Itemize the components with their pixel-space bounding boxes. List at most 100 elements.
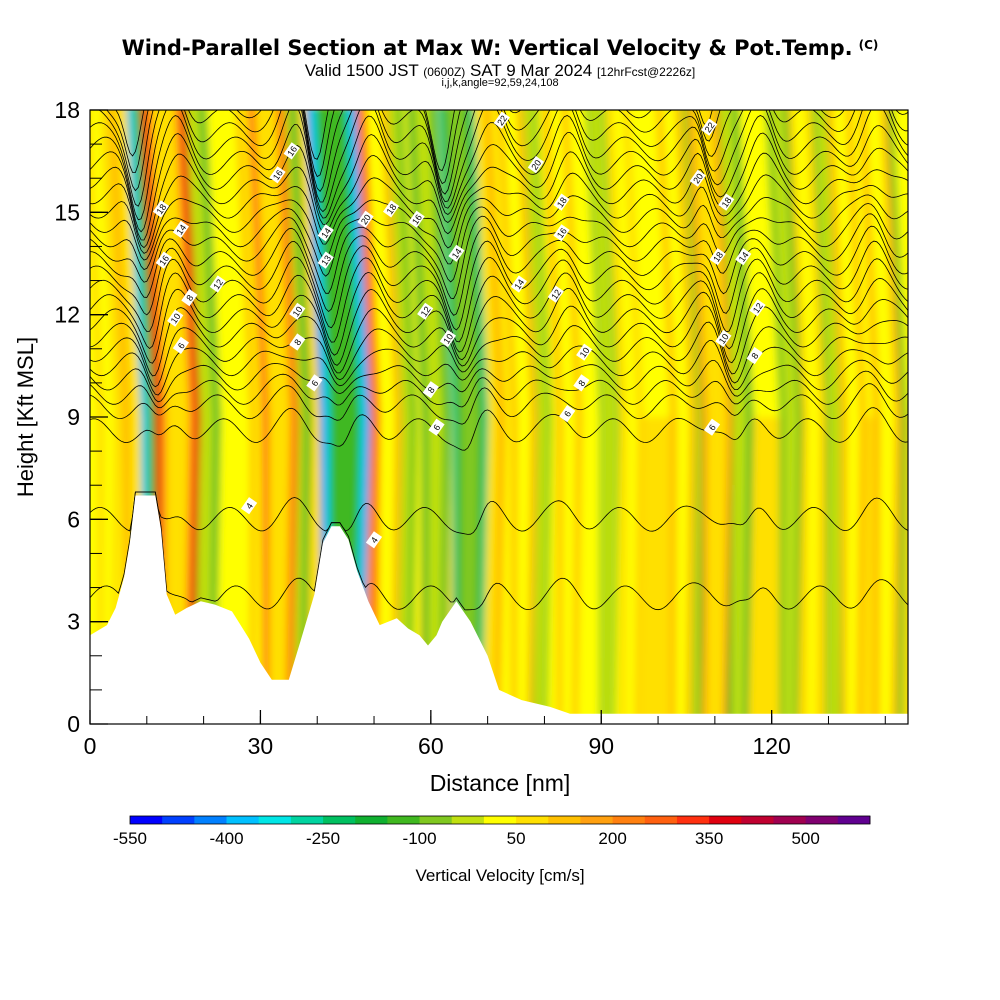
contour-label-bg [715,329,732,348]
contour-label-bg [718,193,735,211]
colorbar-tick-label: -100 [403,829,437,848]
contour-label-text: 20 [691,172,705,186]
contour-label-text: 6 [431,423,442,433]
contour-label-bg [746,346,763,365]
contour-label-text: 10 [717,332,731,346]
chart-params: i,j,k,angle=92,59,24,108 [441,77,559,89]
contour-label: 8 [181,288,198,307]
contour-label: 16 [269,166,286,184]
contour-label-bg [448,244,465,262]
contour-label-text: 10 [441,332,455,346]
theta-contour-line [90,359,908,403]
contour-label: 10 [576,343,593,361]
contour-label-text: 8 [184,293,195,303]
theta-contour-line [90,383,908,425]
theta-contour-line [90,131,908,241]
colorbar-swatch [741,816,774,824]
contour-label: 12 [209,275,226,293]
contour-label-bg [167,309,184,327]
contour-label-bg [527,155,545,174]
contour-label: 16 [553,224,570,242]
contour-label-text: 18 [385,202,399,216]
contour-label-bg [289,333,306,351]
x-tick-label: 60 [418,733,444,759]
contour-label-text: 4 [369,535,380,545]
colorbar-swatch [580,816,614,824]
colorbar-tick-label: -400 [210,829,244,848]
contour-label-text: 13 [319,253,333,267]
contour-label-text: 12 [211,277,225,291]
theta-contour-line [90,305,908,377]
updraft-band [833,110,860,724]
contour-label-bg [283,142,300,160]
contour-label-text: 20 [529,158,543,172]
axes: 0 30 60 90 120 0 3 6 9 12 15 18 [54,97,886,759]
contour-label-bg [317,224,334,242]
contour-label-text: 16 [271,168,285,182]
contour-label-bg [439,329,457,348]
theta-contour-line [90,151,908,249]
downdraft-band [447,110,479,724]
x-tick-label: 30 [248,733,274,759]
contour-label-text: 10 [169,311,183,325]
contour-label-bg [289,302,306,320]
contour-label-bg [553,193,570,211]
contour-label: 18 [709,248,726,266]
colorbar-tick-label: 50 [507,829,526,848]
contour-label-bg [172,336,190,355]
theta-contour-line [90,225,908,316]
updraft-band [503,110,531,724]
downdraft-band [771,110,797,724]
theta-contour-line [90,370,908,409]
contour-label: 10 [715,329,732,348]
theta-contour-line [90,340,908,396]
contour-label: 22 [493,111,510,129]
contour-label-bg [709,248,726,266]
downdraft-band [674,110,700,724]
contour-label-bg [152,200,170,218]
contour-label: 10 [289,302,306,320]
downdraft-band [414,110,444,724]
colorbar: -550 -400 -250 -100 50 200 350 500 [113,815,871,848]
x-tick-label: 90 [588,733,614,759]
colorbar-tick-label: -250 [306,829,340,848]
contour-label-text: 14 [512,277,526,291]
contour-label: 16 [283,142,300,160]
downdraft-band [384,110,411,724]
contour-label-text: 12 [549,288,563,302]
contour-label-bg [357,210,374,228]
y-tick-label: 15 [54,199,80,225]
colorbar-swatch [709,816,742,824]
theta-contours [90,110,908,611]
y-tick-label: 12 [54,302,80,328]
theta-contour-line [90,407,908,451]
theta-contour-line [90,213,908,300]
contour-label-text: 16 [157,253,171,267]
y-tick-label: 18 [54,97,80,123]
contour-label-bg [181,288,198,307]
contour-label: 13 [317,251,334,269]
contour-label: 8 [573,374,590,392]
updraft-band [292,110,321,724]
y-tick-label: 9 [67,404,80,430]
colorbar-swatch [258,816,292,824]
contour-label: 12 [547,285,564,303]
colorbar-swatch [290,816,324,824]
y-tick-label: 3 [67,609,80,635]
subtitle-date: SAT 9 Mar 2024 [470,61,593,80]
updraft-band [90,110,115,724]
colorbar-swatch [451,816,485,824]
contour-label: 8 [422,381,439,399]
downdraft-band [184,110,213,724]
downdraft-band [817,110,842,724]
contour-label: 22 [701,118,718,136]
theta-contour-line [90,491,908,611]
contour-label: 20 [357,210,374,228]
theta-contour-line [90,172,908,254]
colorbar-frame [129,815,871,825]
contour-label: 12 [417,302,434,320]
contour-label: 14 [317,224,334,242]
chart-title-text: Wind-Parallel Section at Max W: Vertical… [121,36,853,60]
contour-label-bg [559,404,576,423]
